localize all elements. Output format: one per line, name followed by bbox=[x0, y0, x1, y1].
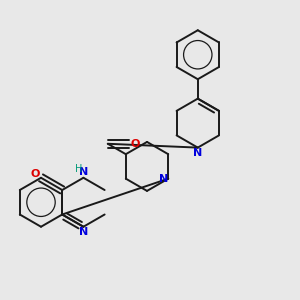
Text: O: O bbox=[130, 139, 140, 149]
Text: H: H bbox=[75, 164, 82, 174]
Text: N: N bbox=[193, 148, 203, 158]
Text: N: N bbox=[79, 227, 88, 237]
Text: N: N bbox=[79, 167, 88, 177]
Text: N: N bbox=[159, 174, 169, 184]
Text: O: O bbox=[31, 169, 40, 179]
